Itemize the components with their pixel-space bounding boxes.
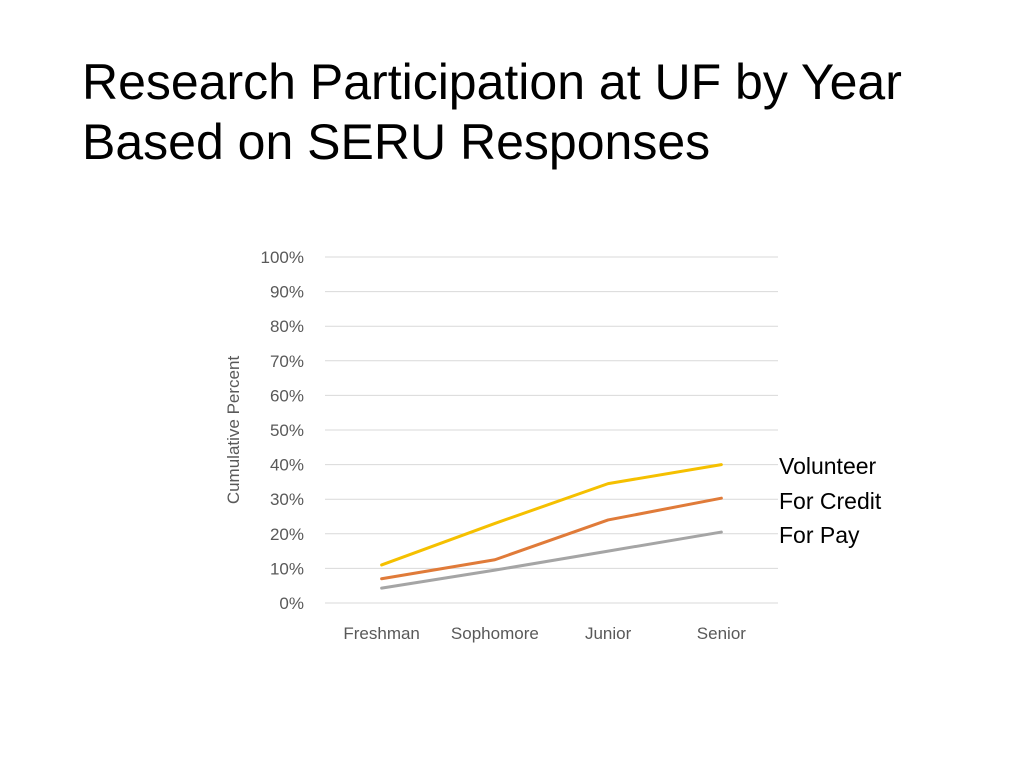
slide-title: Research Participation at UF by Year Bas…: [82, 52, 982, 172]
x-tick-label: Senior: [697, 624, 746, 643]
series-label-volunteer: Volunteer: [779, 453, 877, 479]
slide-title-line-1: Research Participation at UF by Year: [82, 54, 902, 110]
gridlines: [325, 256, 778, 604]
y-tick-label: 50%: [270, 421, 304, 440]
y-tick-label: 10%: [270, 559, 304, 578]
y-axis-tick-labels: 0% 10% 20% 30% 40% 50% 60% 70% 80% 90% 100%: [261, 248, 304, 613]
series-label-for-pay: For Pay: [779, 522, 860, 548]
slide-title-line-2: Based on SERU Responses: [82, 114, 711, 170]
series-labels: Volunteer For Credit For Pay: [779, 453, 882, 548]
x-tick-label: Sophomore: [451, 624, 539, 643]
y-axis-title: Cumulative Percent: [224, 356, 243, 505]
series-line-for-credit: [380, 496, 723, 581]
y-tick-label: 80%: [270, 317, 304, 336]
x-tick-label: Freshman: [343, 624, 420, 643]
y-tick-label: 60%: [270, 386, 304, 405]
y-tick-label: 20%: [270, 525, 304, 544]
y-tick-label: 30%: [270, 490, 304, 509]
series-line-volunteer: [380, 463, 723, 567]
series-label-for-credit: For Credit: [779, 488, 882, 514]
y-tick-label: 0%: [279, 594, 304, 613]
y-tick-label: 100%: [261, 248, 304, 267]
x-tick-label: Junior: [585, 624, 632, 643]
series-lines: [380, 463, 723, 590]
y-tick-label: 90%: [270, 283, 304, 302]
y-tick-label: 40%: [270, 456, 304, 475]
y-tick-label: 70%: [270, 352, 304, 371]
x-axis-tick-labels: Freshman Sophomore Junior Senior: [343, 624, 746, 643]
series-line-for-pay: [380, 530, 723, 590]
